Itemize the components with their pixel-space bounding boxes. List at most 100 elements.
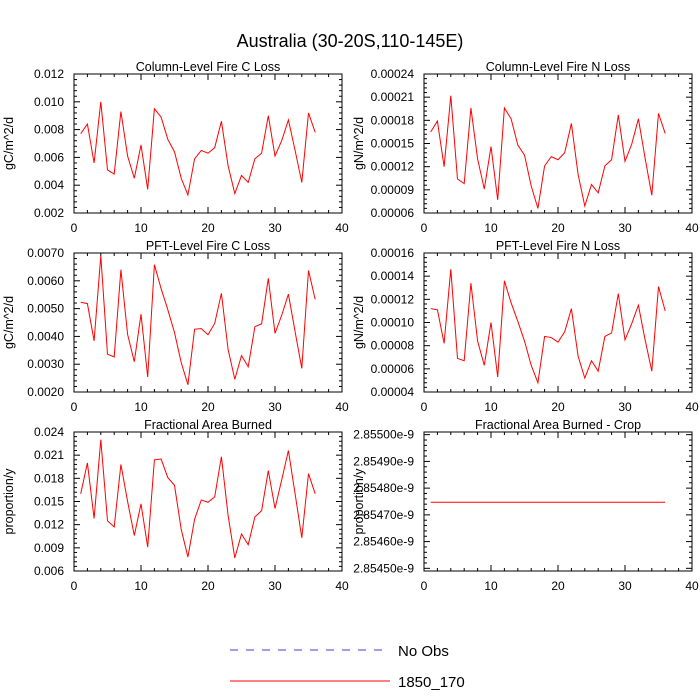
x-tick-label: 30	[268, 400, 282, 414]
x-tick-label: 0	[421, 221, 428, 235]
series-line-1850_170	[430, 269, 666, 385]
y-tick-label: 0.0030	[27, 357, 64, 371]
x-tick-label: 10	[484, 579, 498, 593]
panel-title: Column-Level Fire C Loss	[136, 60, 281, 74]
chart-panel-4: PFT-Level Fire N Loss gN/m^2/d 0 10 20 30 40 0.…	[352, 239, 699, 414]
y-tick-label: 0.0060	[27, 274, 64, 288]
x-tick-label: 10	[134, 400, 148, 414]
legend: No Obs 1850_170	[230, 643, 465, 691]
y-tick-label: 0.015	[34, 495, 64, 509]
y-tick-label: 0.00016	[371, 246, 415, 260]
x-tick-label: 20	[201, 579, 215, 593]
y-tick-label: 0.00012	[371, 292, 415, 306]
legend-label-no-obs: No Obs	[398, 643, 449, 660]
y-tick-label: 2.85470e-9	[353, 508, 414, 522]
x-tick-label: 40	[685, 579, 699, 593]
y-tick-label: 0.024	[34, 425, 64, 439]
x-tick-label: 40	[685, 400, 699, 414]
x-tick-label: 10	[484, 221, 498, 235]
y-tick-label: 0.0040	[27, 329, 64, 343]
y-tick-label: 0.006	[34, 150, 64, 164]
y-tick-label: 0.00006	[371, 206, 415, 220]
y-tick-label: 0.00009	[371, 183, 415, 197]
y-axis-label: gC/m^2/d	[2, 117, 16, 170]
y-tick-label: 0.008	[34, 123, 64, 137]
y-tick-label: 0.00015	[371, 137, 415, 151]
y-tick-label: 0.004	[34, 178, 64, 192]
y-tick-label: 2.85490e-9	[353, 454, 414, 468]
y-tick-label: 0.00024	[371, 67, 415, 81]
series-line-1850_170	[80, 255, 316, 385]
x-tick-label: 40	[335, 579, 349, 593]
x-tick-label: 20	[201, 400, 215, 414]
figure-title: Australia (30-20S,110-145E)	[237, 31, 464, 51]
x-tick-label: 40	[335, 400, 349, 414]
x-tick-label: 40	[335, 221, 349, 235]
legend-label-1850-170: 1850_170	[398, 674, 465, 691]
y-tick-label: 0.006	[34, 564, 64, 578]
chart-panel-2: Column-Level Fire N Loss gN/m^2/d 0 10 20 30 4…	[352, 60, 699, 235]
x-tick-label: 20	[201, 221, 215, 235]
x-tick-label: 30	[618, 221, 632, 235]
x-tick-label: 30	[268, 579, 282, 593]
y-tick-label: 0.012	[34, 518, 64, 532]
y-tick-label: 0.018	[34, 471, 64, 485]
y-tick-label: 2.85450e-9	[353, 561, 414, 575]
series-line-1850_170	[80, 101, 316, 197]
y-tick-label: 2.85480e-9	[353, 481, 414, 495]
x-tick-label: 20	[551, 221, 565, 235]
plot-frame	[73, 252, 343, 393]
panel-title: Fractional Area Burned	[144, 418, 272, 432]
x-tick-label: 20	[551, 400, 565, 414]
y-axis-label: proportion/y	[352, 468, 366, 535]
y-tick-label: 0.012	[34, 67, 64, 81]
x-tick-label: 0	[71, 400, 78, 414]
y-tick-label: 0.009	[34, 541, 64, 555]
x-tick-label: 10	[134, 579, 148, 593]
y-tick-label: 0.00010	[371, 316, 415, 330]
y-tick-label: 0.00021	[371, 90, 415, 104]
series-line-1850_170	[430, 95, 666, 209]
x-tick-label: 20	[551, 579, 565, 593]
x-tick-label: 0	[71, 221, 78, 235]
y-tick-label: 0.002	[34, 206, 64, 220]
x-tick-label: 10	[134, 221, 148, 235]
y-tick-label: 0.010	[34, 95, 64, 109]
series-line-1850_170	[80, 439, 316, 559]
y-tick-label: 0.00008	[371, 339, 415, 353]
y-tick-label: 0.0070	[27, 246, 64, 260]
y-tick-label: 2.85500e-9	[353, 428, 414, 442]
y-tick-label: 0.0020	[27, 385, 64, 399]
panel-title: Fractional Area Burned - Crop	[475, 418, 641, 432]
y-tick-label: 2.85460e-9	[353, 535, 414, 549]
y-tick-label: 0.00006	[371, 362, 415, 376]
x-tick-label: 0	[71, 579, 78, 593]
x-tick-label: 0	[421, 400, 428, 414]
chart-panel-5: Fractional Area Burned proportion/y 0 10 20 3…	[2, 418, 349, 593]
y-axis-label: gC/m^2/d	[2, 296, 16, 349]
x-tick-label: 30	[268, 221, 282, 235]
x-tick-label: 30	[618, 579, 632, 593]
y-tick-label: 0.0050	[27, 302, 64, 316]
y-axis-label: gN/m^2/d	[352, 296, 366, 349]
plot-frame	[73, 73, 343, 214]
y-tick-label: 0.021	[34, 448, 64, 462]
panel-grid: Column-Level Fire C Loss gC/m^2/d 0 10 20 30 4…	[2, 60, 699, 593]
panel-title: PFT-Level Fire N Loss	[496, 239, 620, 253]
y-tick-label: 0.00018	[371, 113, 415, 127]
x-tick-label: 10	[484, 400, 498, 414]
y-tick-label: 0.00014	[371, 269, 415, 283]
plot-frame	[423, 431, 693, 572]
panel-title: PFT-Level Fire C Loss	[146, 239, 270, 253]
y-axis-label: gN/m^2/d	[352, 117, 366, 170]
plot-frame	[73, 431, 343, 572]
x-tick-label: 30	[618, 400, 632, 414]
chart-panel-3: PFT-Level Fire C Loss gC/m^2/d 0 10 20 30 40 0.…	[2, 239, 349, 414]
chart-panel-1: Column-Level Fire C Loss gC/m^2/d 0 10 20 30 4…	[2, 60, 349, 235]
x-tick-label: 0	[421, 579, 428, 593]
y-tick-label: 0.00004	[371, 385, 415, 399]
x-tick-label: 40	[685, 221, 699, 235]
chart-panel-6: Fractional Area Burned - Crop proportion/…	[352, 418, 699, 593]
panel-title: Column-Level Fire N Loss	[486, 60, 631, 74]
